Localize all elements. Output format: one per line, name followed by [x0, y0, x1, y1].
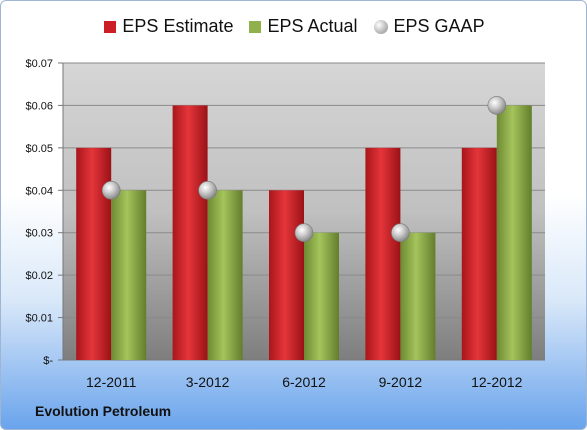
bar-eps-estimate: [76, 147, 112, 360]
legend-item-eps-actual: EPS Actual: [249, 16, 358, 37]
legend-label-eps-gaap: EPS GAAP: [393, 16, 485, 36]
marker-eps-gaap: [101, 180, 121, 200]
x-category-label: 3-2012: [186, 374, 230, 390]
bar-eps-estimate: [365, 147, 401, 360]
x-category-label: 6-2012: [282, 374, 326, 390]
y-tick-label: $0.07: [25, 58, 53, 70]
company-name: Evolution Petroleum: [35, 403, 172, 419]
bar-eps-actual: [207, 190, 243, 360]
bar-eps-estimate: [461, 147, 497, 360]
legend-label-eps-actual: EPS Actual: [267, 16, 358, 36]
bar-eps-actual: [111, 190, 147, 360]
legend-item-eps-gaap: EPS GAAP: [373, 16, 485, 37]
y-tick-label: $0.06: [25, 100, 53, 112]
legend-swatch-eps-estimate: [104, 20, 117, 33]
marker-eps-gaap: [198, 180, 217, 200]
y-tick-label: $0.02: [25, 270, 53, 282]
y-tick-label: $-: [43, 355, 53, 367]
legend-swatch-eps-actual: [249, 20, 262, 33]
marker-eps-gaap: [487, 96, 507, 115]
bar-eps-actual: [400, 232, 436, 360]
bar-eps-actual: [496, 105, 532, 360]
legend-item-eps-estimate: EPS Estimate: [104, 16, 233, 37]
bar-eps-estimate: [172, 105, 208, 360]
y-tick-label: $0.05: [25, 143, 53, 155]
chart-legend: EPS Estimate EPS Actual EPS GAAP: [1, 16, 586, 37]
x-category-label: 9-2012: [379, 374, 423, 390]
legend-label-eps-estimate: EPS Estimate: [122, 16, 234, 36]
x-category-label: 12-2011: [86, 374, 137, 390]
bar-eps-actual: [304, 232, 339, 360]
y-tick-label: $0.01: [25, 313, 53, 325]
marker-eps-gaap: [294, 223, 314, 243]
bar-eps-estimate: [269, 190, 304, 360]
y-tick-label: $0.04: [25, 185, 53, 197]
y-tick-label: $0.03: [25, 228, 53, 240]
marker-eps-gaap: [391, 223, 410, 243]
legend-swatch-eps-gaap: [373, 19, 388, 34]
x-category-label: 12-2012: [471, 374, 523, 390]
